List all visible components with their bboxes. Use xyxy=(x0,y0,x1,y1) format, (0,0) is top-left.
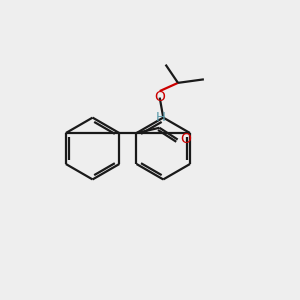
Text: O: O xyxy=(154,90,165,104)
Text: O: O xyxy=(180,132,191,146)
Text: H: H xyxy=(156,111,166,124)
